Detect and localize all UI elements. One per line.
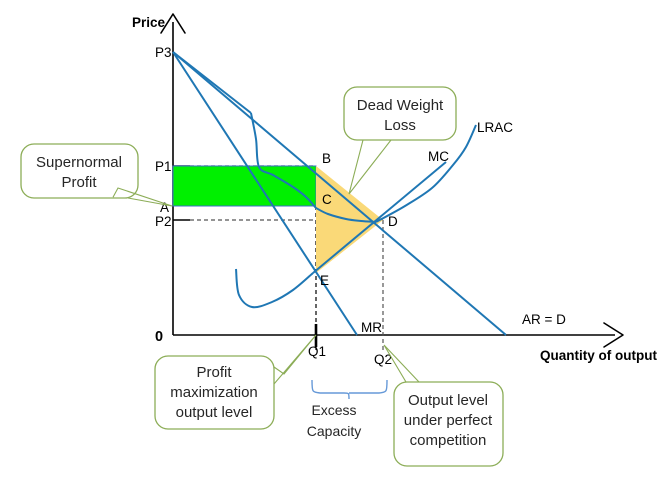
svg-text:Q1: Q1 [308, 344, 326, 359]
svg-text:Capacity: Capacity [307, 423, 361, 439]
svg-text:D: D [388, 214, 398, 229]
svg-text:LRAC: LRAC [477, 120, 513, 135]
svg-text:E: E [320, 273, 329, 288]
svg-text:0: 0 [155, 329, 163, 345]
svg-text:under perfect: under perfect [404, 412, 493, 429]
svg-text:Profit: Profit [61, 174, 97, 191]
svg-text:MC: MC [428, 149, 449, 164]
svg-text:Output level: Output level [408, 392, 488, 409]
svg-text:Dead Weight: Dead Weight [357, 97, 444, 114]
svg-text:B: B [322, 151, 331, 166]
svg-text:AR = D: AR = D [522, 312, 566, 327]
svg-text:C: C [322, 192, 332, 207]
svg-text:Quantity of output: Quantity of output [540, 348, 657, 363]
svg-text:competition: competition [410, 432, 487, 449]
svg-text:maximization: maximization [170, 384, 258, 401]
svg-text:Supernormal: Supernormal [36, 154, 122, 171]
svg-text:output level: output level [176, 404, 253, 421]
svg-text:P2: P2 [155, 214, 172, 229]
svg-text:MR: MR [361, 320, 382, 335]
svg-text:Profit: Profit [196, 364, 232, 381]
svg-text:P1: P1 [155, 159, 172, 174]
svg-text:P3: P3 [155, 45, 172, 60]
svg-text:Loss: Loss [384, 117, 416, 134]
svg-text:Price: Price [132, 15, 166, 30]
svg-text:Excess: Excess [311, 402, 356, 418]
